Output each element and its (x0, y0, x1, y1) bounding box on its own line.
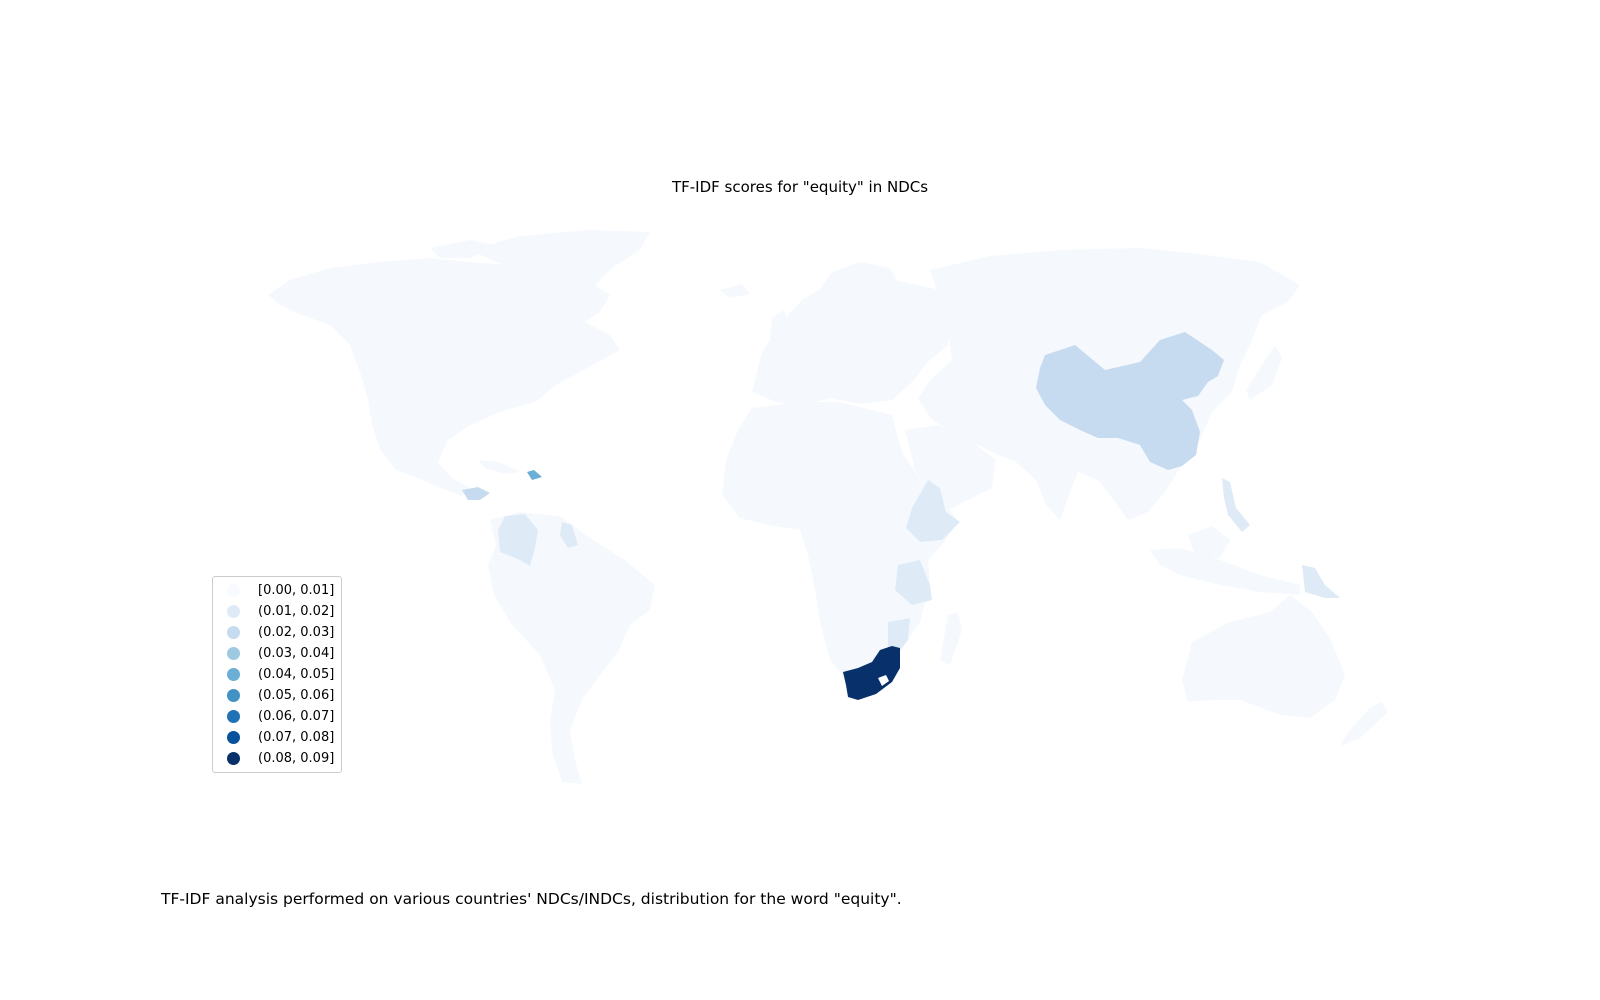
japan-landmass (1246, 345, 1282, 400)
legend-marker (227, 647, 240, 660)
legend: [0.00, 0.01] (0.01, 0.02] (0.02, 0.03] (0.0… (212, 576, 342, 773)
region-south-africa (843, 646, 900, 700)
region-mozambique (888, 618, 910, 655)
legend-item: (0.05, 0.06] (213, 685, 341, 706)
legend-label: (0.07, 0.08] (258, 730, 335, 745)
legend-label: (0.03, 0.04] (258, 646, 335, 661)
map-title: TF-IDF scores for "equity" in NDCs (671, 178, 929, 196)
madagascar-landmass (940, 612, 962, 665)
cuba-landmass (478, 460, 520, 474)
legend-item: (0.01, 0.02] (213, 601, 341, 622)
legend-item: (0.08, 0.09] (213, 748, 341, 769)
legend-label: [0.00, 0.01] (258, 583, 335, 598)
region-china (1036, 332, 1224, 470)
region-ethiopia (906, 480, 960, 542)
region-papua-new-guinea (1302, 565, 1340, 598)
legend-label: (0.08, 0.09] (258, 751, 335, 766)
legend-label: (0.05, 0.06] (258, 688, 335, 703)
region-colombia (498, 514, 538, 566)
legend-label: (0.04, 0.05] (258, 667, 335, 682)
figure-caption: TF-IDF analysis performed on various cou… (161, 890, 902, 908)
borneo-landmass (1188, 526, 1230, 558)
legend-marker (227, 668, 240, 681)
legend-item: (0.04, 0.05] (213, 664, 341, 685)
legend-marker (227, 752, 240, 765)
indonesia-landmass (1150, 548, 1300, 595)
region-central-america (462, 487, 490, 500)
legend-item: [0.00, 0.01] (213, 580, 341, 601)
lesotho-enclave (878, 675, 889, 686)
region-philippines (1222, 478, 1250, 532)
south-america-landmass (488, 512, 655, 784)
legend-marker (227, 584, 240, 597)
region-venezuela (560, 522, 578, 548)
new-zealand-landmass (1340, 702, 1388, 746)
legend-marker (227, 710, 240, 723)
legend-label: (0.02, 0.03] (258, 625, 335, 640)
highlighted-countries-layer (462, 332, 1340, 700)
australia-landmass (1182, 595, 1345, 718)
legend-marker (227, 731, 240, 744)
europe-landmass (752, 276, 952, 406)
iceland-landmass (720, 284, 750, 298)
scandinavia-landmass (812, 262, 900, 320)
base-land-layer (268, 230, 1388, 784)
legend-label: (0.06, 0.07] (258, 709, 335, 724)
region-tanzania (895, 560, 932, 605)
legend-item: (0.03, 0.04] (213, 643, 341, 664)
legend-item: (0.06, 0.07] (213, 706, 341, 727)
north-america-landmass (268, 258, 620, 496)
legend-marker (227, 605, 240, 618)
legend-marker (227, 689, 240, 702)
uk-landmass (770, 310, 790, 345)
region-dominican-republic (527, 470, 542, 480)
arctic-islands (430, 240, 500, 258)
greenland-landmass (470, 230, 650, 296)
legend-item: (0.02, 0.03] (213, 622, 341, 643)
legend-label: (0.01, 0.02] (258, 604, 335, 619)
legend-item: (0.07, 0.08] (213, 727, 341, 748)
africa-landmass (722, 402, 958, 682)
legend-marker (227, 626, 240, 639)
